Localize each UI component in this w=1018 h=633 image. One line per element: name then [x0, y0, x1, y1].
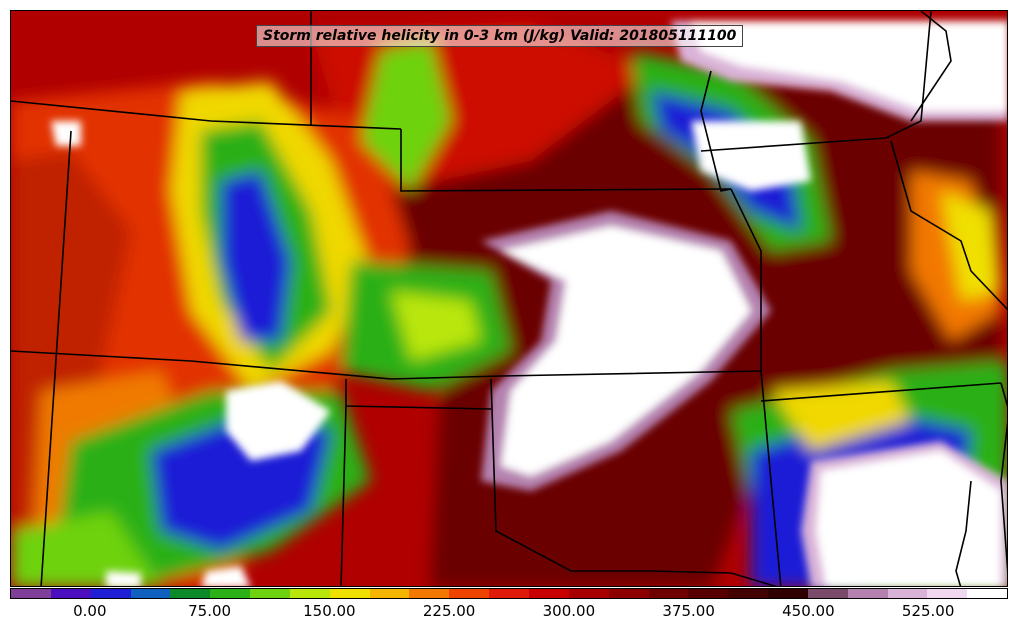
colorbar-tick-label: 375.00: [662, 602, 715, 620]
colorbar-tick-label: 525.00: [901, 602, 955, 620]
colorbar: [10, 588, 1008, 599]
colorbar-tick-label: 300.00: [542, 602, 596, 620]
map-title: Storm relative helicity in 0-3 km (J/kg)…: [256, 25, 744, 47]
colorbar-swatch: [807, 589, 848, 598]
colorbar-swatch: [688, 589, 729, 598]
colorbar-swatch: [250, 589, 290, 598]
colorbar-swatch: [50, 589, 91, 598]
colorbar-swatch: [130, 589, 171, 598]
helicity-map: Storm relative helicity in 0-3 km (J/kg)…: [10, 10, 1008, 587]
colorbar-swatch: [608, 589, 649, 598]
colorbar-swatch: [409, 589, 450, 598]
colorbar-swatch: [11, 589, 51, 598]
colorbar-swatch: [847, 589, 888, 598]
colorbar-swatch: [967, 589, 1008, 598]
colorbar-swatch: [568, 589, 609, 598]
colorbar-swatch: [369, 589, 410, 598]
state-boundaries: [11, 11, 1007, 586]
colorbar-tick-label: 225.00: [422, 602, 476, 620]
colorbar-labels: 0.00 75.00 150.00 225.00 300.00 375.00 450.00 5…: [10, 602, 1008, 624]
colorbar-swatch: [887, 589, 928, 598]
colorbar-tick-label: 150.00: [303, 602, 356, 620]
colorbar-swatch: [90, 589, 131, 598]
colorbar-swatch: [489, 589, 529, 598]
colorbar-swatch: [648, 589, 689, 598]
colorbar-swatch: [289, 589, 330, 598]
colorbar-swatch: [768, 589, 808, 598]
colorbar-swatch: [927, 589, 968, 598]
colorbar-tick-label: 75.00: [188, 602, 232, 620]
colorbar-swatch: [210, 589, 251, 598]
colorbar-swatch: [728, 589, 769, 598]
colorbar-tick-label: 0.00: [73, 602, 107, 620]
colorbar-swatch: [329, 589, 370, 598]
colorbar-tick-label: 450.00: [782, 602, 835, 620]
colorbar-swatch: [449, 589, 490, 598]
colorbar-swatch: [170, 589, 211, 598]
colorbar-swatch: [528, 589, 569, 598]
map-canvas: [11, 11, 1007, 586]
